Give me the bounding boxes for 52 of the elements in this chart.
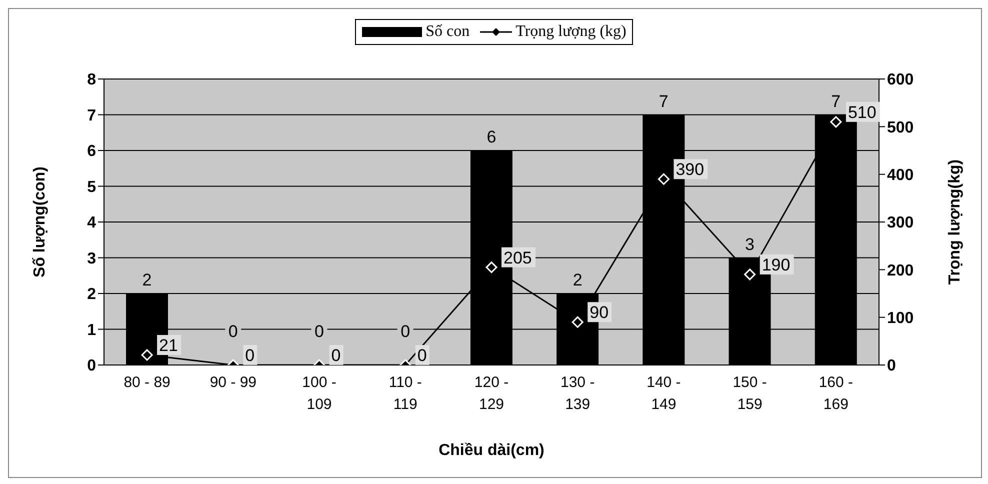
data-label: 90 (590, 303, 609, 322)
data-label: 2 (572, 270, 582, 290)
data-label: 0 (245, 346, 255, 365)
y-tick-label: 8 (87, 72, 96, 89)
y-tick-label: 5 (87, 178, 96, 196)
point (486, 262, 498, 274)
data-label: 0 (314, 322, 324, 341)
y-tick-label: 4 (87, 214, 96, 232)
point (658, 173, 670, 185)
x-tick-label: 150 - 159 (732, 374, 767, 413)
data-label: 205 (504, 248, 532, 268)
y2-tick-label: 500 (887, 119, 914, 136)
data-label: 0 (331, 346, 341, 365)
data-label: 2 (142, 270, 152, 290)
y-tick-label: 0 (87, 358, 96, 375)
point (744, 268, 756, 280)
y-tick-label: 1 (87, 322, 96, 339)
x-tick-label: 140 - 149 (646, 374, 681, 413)
y2-tick-label: 400 (887, 167, 914, 184)
y-tick-label: 7 (87, 107, 96, 124)
x-axis-title: Chiều dài(cm) (438, 442, 544, 459)
x-tick-label: 160 - 169 (818, 374, 854, 413)
y2-tick-label: 200 (887, 262, 914, 280)
y2-axis-title: Trọng lượng(kg) (946, 159, 964, 285)
x-tick-label: 130 - 139 (560, 374, 595, 413)
data-label: 0 (417, 346, 427, 365)
x-tick-label: 110 - 119 (388, 374, 422, 413)
y-tick-label: 3 (87, 250, 96, 268)
y-tick-label: 2 (87, 286, 96, 304)
data-label: 7 (831, 92, 841, 111)
y2-tick-label: 0 (887, 358, 896, 375)
data-label: 7 (658, 92, 668, 111)
legend-label: Trọng lượng (kg) (516, 23, 626, 41)
legend-label: Số con (426, 23, 470, 41)
data-label: 390 (676, 160, 704, 180)
data-label: 3 (745, 234, 755, 254)
x-tick-label: 90 - 99 (210, 374, 257, 391)
data-label: 0 (228, 322, 238, 341)
data-label: 21 (159, 336, 178, 355)
x-tick-label: 80 - 89 (124, 374, 170, 391)
y-tick-label: 6 (87, 143, 96, 160)
data-label: 0 (400, 322, 410, 341)
y2-tick-label: 300 (887, 214, 914, 232)
data-label: 6 (486, 128, 496, 146)
y2-tick-label: 600 (887, 72, 914, 89)
x-tick-label: 100 - 109 (302, 374, 336, 413)
y-axis-title: Số lượng(con) (32, 166, 49, 278)
point (830, 116, 842, 128)
data-label: 510 (848, 102, 876, 122)
y2-tick-label: 100 (887, 310, 914, 328)
x-tick-label: 120 - 129 (474, 374, 509, 413)
data-label: 190 (762, 255, 790, 274)
